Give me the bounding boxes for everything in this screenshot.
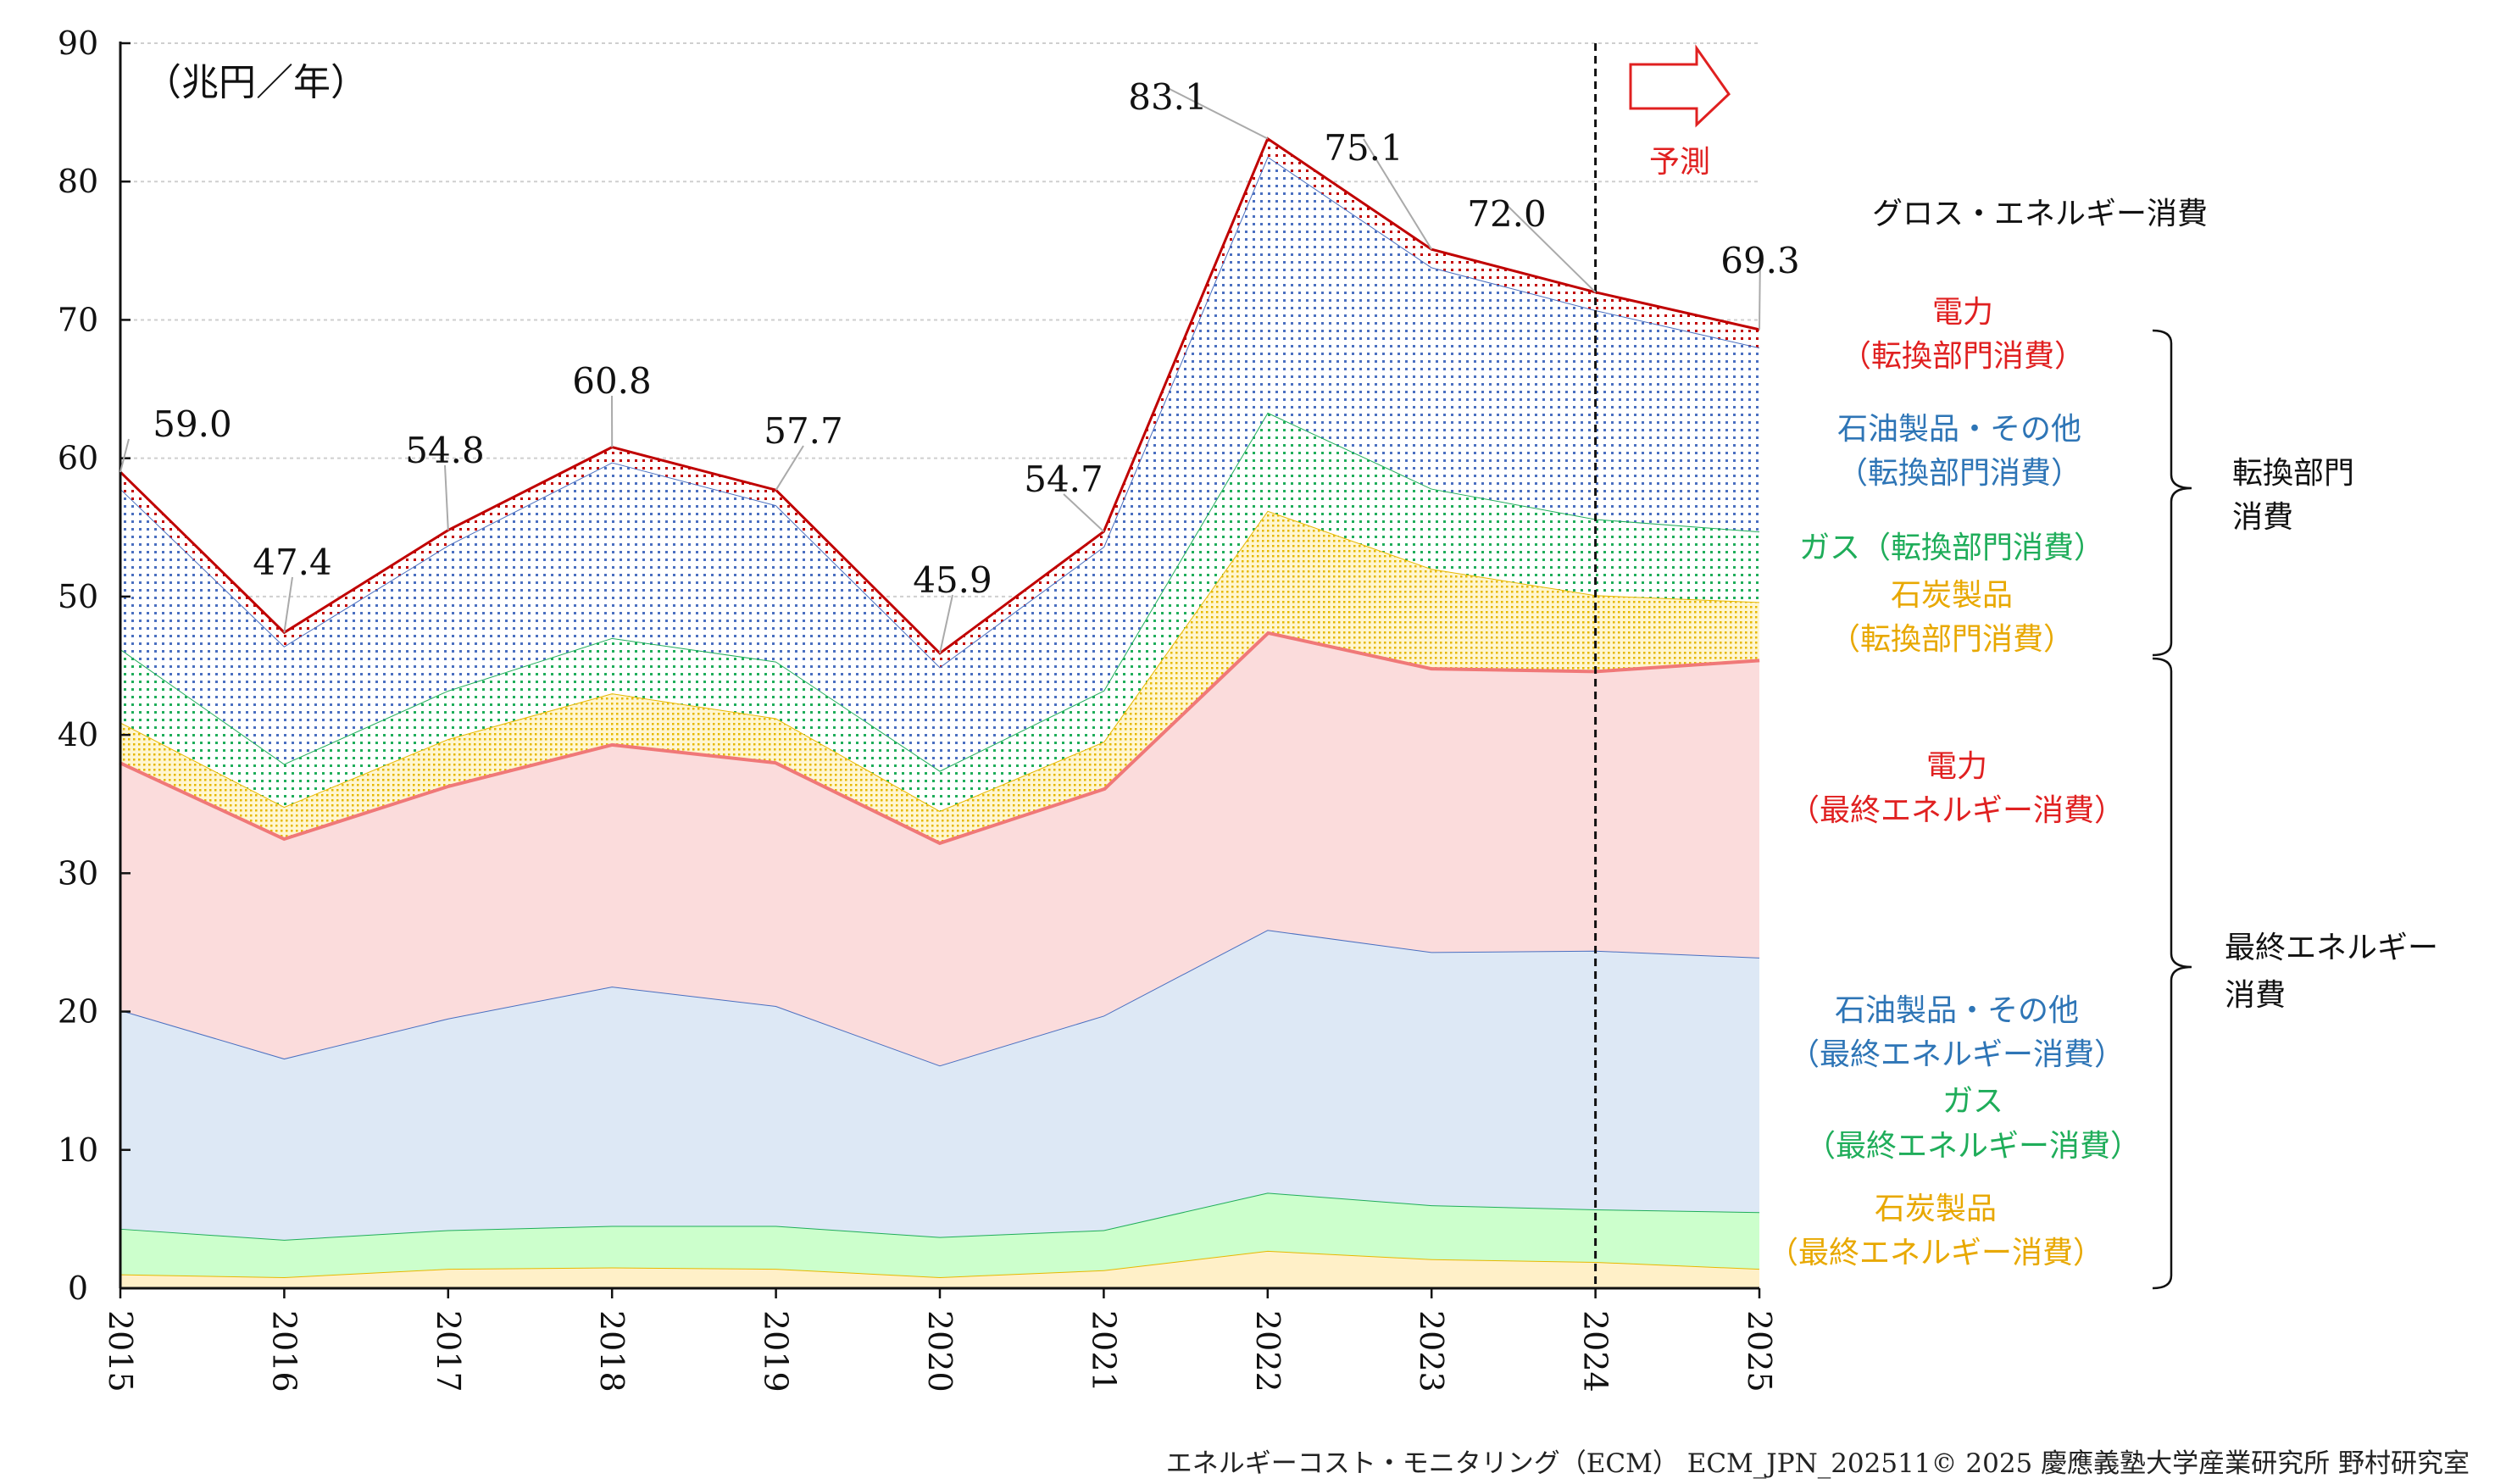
leader-line <box>119 438 130 473</box>
legend-oil-f-1: 石油製品・その他 <box>1835 993 2079 1028</box>
total-label: 54.7 <box>1024 459 1103 500</box>
x-tick-label: 2017 <box>430 1310 467 1392</box>
legend-elec-f-1: 電力 <box>1926 749 1987 784</box>
leader-line <box>1506 204 1597 293</box>
area-6 <box>120 412 1759 811</box>
area-2 <box>120 1192 1759 1277</box>
x-tick-label: 2022 <box>1249 1310 1286 1392</box>
forecast-label: 予測 <box>1649 145 1710 180</box>
y-tick-label: 40 <box>58 716 98 753</box>
x-tick-label: 2024 <box>1577 1310 1614 1392</box>
legend-coal-f-2: （最終エネルギー消費） <box>1768 1236 2103 1270</box>
x-tick-label: 2021 <box>1085 1310 1122 1392</box>
total-labels: 59.0 47.4 54.8 60.8 57.7 45.9 54.7 83.1 75.1 72.0… <box>119 76 1800 654</box>
legend-gas-f-2: （最終エネルギー消費） <box>1805 1129 2141 1164</box>
bracket-conversion <box>2152 329 2192 657</box>
y-tick-label: 90 <box>58 25 98 62</box>
leader-line <box>1363 138 1433 250</box>
leader-line <box>775 445 804 491</box>
x-tick-label: 2020 <box>921 1310 959 1392</box>
legend-oil-t-2: （転換部門消費） <box>1837 456 2081 491</box>
bracket-final <box>2152 657 2192 1290</box>
legend-coal-t-1: 石炭製品 <box>1891 578 2013 613</box>
total-label: 54.8 <box>405 430 485 471</box>
area-7 <box>120 156 1759 771</box>
x-tick-label: 2025 <box>1741 1310 1778 1392</box>
group-conversion-1: 転換部門 <box>2232 456 2354 491</box>
group-final-1: 最終エネルギー <box>2225 931 2438 965</box>
x-tick-label: 2019 <box>758 1310 795 1392</box>
total-label: 60.8 <box>572 360 652 402</box>
x-tick-label: 2015 <box>102 1310 139 1392</box>
x-tick-label: 2018 <box>593 1310 631 1392</box>
x-tick-label: 2016 <box>265 1310 303 1392</box>
legend-oil-f-2: （最終エネルギー消費） <box>1789 1037 2125 1072</box>
legend-gas-t: ガス（転換部門消費） <box>1799 531 2104 565</box>
legend-elec-t-1: 電力 <box>1932 295 1993 330</box>
leader-line <box>1167 87 1269 140</box>
area-5 <box>120 510 1759 842</box>
y-tick-label: 50 <box>58 578 98 615</box>
x-tick-label: 2023 <box>1413 1310 1450 1392</box>
group-brackets <box>2152 329 2192 1290</box>
y-tick-label: 80 <box>58 163 98 200</box>
y-tick-label: 20 <box>58 993 98 1031</box>
group-final-2: 消費 <box>2225 978 2286 1013</box>
leader-line <box>283 576 293 633</box>
y-tick-label: 70 <box>58 301 98 338</box>
y-tick-label: 60 <box>58 440 98 477</box>
legend: グロス・エネルギー消費 電力 （転換部門消費） 石油製品・その他 （転換部門消費… <box>1768 197 2208 1270</box>
legend-coal-f-1: 石炭製品 <box>1875 1192 1997 1226</box>
legend-gross: グロス・エネルギー消費 <box>1872 197 2208 231</box>
total-label: 72.0 <box>1467 193 1547 235</box>
footer-credit: エネルギーコスト・モニタリング（ECM） ECM_JPN_202511© 202… <box>1166 1448 2470 1479</box>
area-3 <box>120 930 1759 1240</box>
series-line-2 <box>119 1192 1760 1241</box>
legend-elec-f-2: （最終エネルギー消費） <box>1789 793 2125 828</box>
total-label: 83.1 <box>1128 76 1208 118</box>
leader-line <box>1063 493 1105 532</box>
y-tick-label: 30 <box>58 854 98 892</box>
unit-label: （兆円／年） <box>144 61 368 104</box>
group-conversion-2: 消費 <box>2232 500 2293 535</box>
area-layers <box>119 136 1760 1288</box>
total-label: 47.4 <box>253 542 332 583</box>
total-label: 59.0 <box>153 403 232 445</box>
legend-oil-t-1: 石油製品・その他 <box>1837 412 2081 447</box>
series-line-6 <box>119 411 1760 772</box>
forecast-arrow-icon <box>1629 44 1731 128</box>
y-tick-label: 0 <box>68 1270 88 1307</box>
area-4 <box>120 631 1759 1066</box>
legend-elec-t-2: （転換部門消費） <box>1841 339 2085 374</box>
leader-line <box>939 594 953 654</box>
total-label: 45.9 <box>913 559 992 601</box>
area-1 <box>120 1250 1759 1288</box>
leader-line <box>444 464 449 531</box>
forecast-marker: 予測 <box>1629 44 1731 180</box>
total-label: 57.7 <box>764 410 843 452</box>
y-tick-label: 10 <box>58 1131 98 1169</box>
total-label: 69.3 <box>1720 240 1800 281</box>
total-label: 75.1 <box>1324 127 1403 169</box>
axes: 0 10 20 30 40 50 60 70 80 90 2015 2016 2017 2018 2019 2… <box>58 25 1778 1392</box>
legend-gas-f-1: ガス <box>1942 1084 2003 1119</box>
leader-line <box>1759 251 1761 330</box>
legend-coal-t-2: （転換部門消費） <box>1830 622 2074 657</box>
